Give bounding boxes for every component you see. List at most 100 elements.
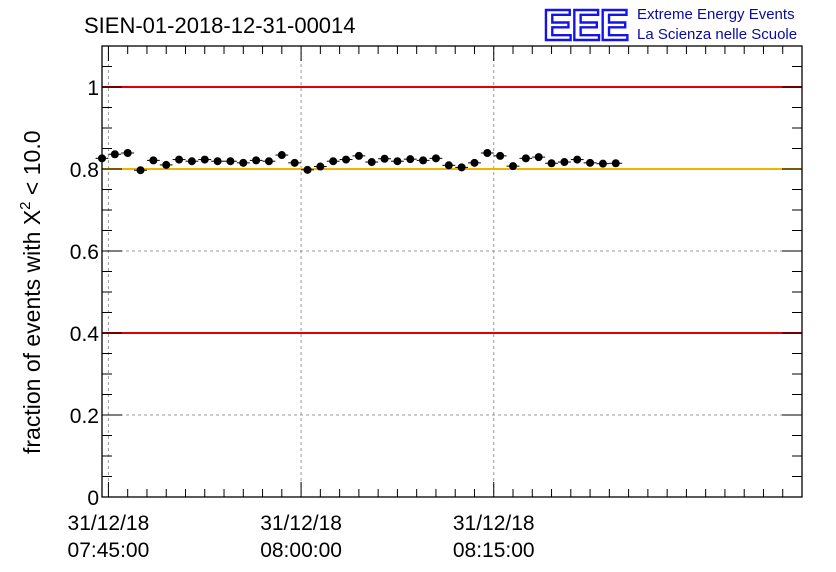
point-marker [470, 158, 479, 167]
point-marker [149, 156, 158, 165]
point-marker [509, 162, 518, 171]
x-axis-ticks: 31/12/18 07:45:00 31/12/18 08:00:00 31/12/18… [68, 46, 803, 562]
data-point [519, 154, 533, 163]
logo-line-1: Extreme Energy Events [637, 6, 795, 23]
data-point [159, 160, 173, 169]
point-marker [457, 163, 466, 172]
data-point [378, 154, 391, 163]
point-marker [367, 158, 376, 167]
point-marker [162, 160, 171, 169]
data-point [134, 166, 147, 175]
point-marker [611, 159, 620, 168]
y-axis-label-suffix: < 10.0 [19, 130, 45, 201]
point-marker [110, 150, 119, 159]
data-point [442, 161, 456, 170]
point-marker [483, 149, 492, 158]
data-point [326, 157, 340, 166]
y-axis-label-symbol: X [19, 210, 45, 225]
point-marker [586, 158, 595, 167]
data-point [480, 149, 494, 158]
y-axis-label: fraction of events with X2 < 10.0 [17, 130, 45, 454]
point-marker [123, 149, 132, 158]
point-marker [200, 155, 209, 164]
data-point [455, 163, 469, 172]
data-point [301, 165, 314, 174]
x-tick-label-time: 07:45:00 [68, 539, 150, 562]
point-marker [354, 151, 363, 160]
data-point [557, 158, 571, 167]
data-point [532, 153, 546, 162]
x-tick-label-date: 31/12/18 [453, 512, 535, 535]
point-marker [598, 159, 607, 168]
point-marker [342, 155, 351, 164]
data-point [236, 158, 250, 167]
data-point [198, 155, 212, 164]
data-point [609, 159, 623, 168]
y-tick-label: 1 [87, 77, 99, 100]
y-tick-label: 0.6 [70, 241, 99, 264]
data-point [403, 155, 417, 164]
point-marker [252, 156, 261, 165]
data-points [95, 149, 623, 175]
data-point [506, 162, 520, 171]
data-point [365, 158, 379, 167]
point-marker [547, 159, 556, 168]
y-tick-label: 0.8 [70, 159, 99, 182]
y-axis-ticks: 0 0.2 0.4 0.6 0.8 1 [70, 45, 802, 510]
data-point [545, 159, 558, 168]
point-marker [303, 165, 312, 174]
point-marker [226, 157, 235, 166]
point-marker [277, 151, 286, 160]
point-marker [380, 154, 389, 163]
point-marker [316, 162, 325, 171]
data-point [596, 159, 610, 168]
data-point [224, 157, 237, 166]
point-marker [239, 158, 248, 167]
data-point [416, 156, 430, 165]
reference-lines [102, 86, 802, 334]
plot-area-border [101, 45, 803, 498]
data-point [262, 157, 276, 166]
eee-logo: EEE Extreme Energy Events La Scienza nel… [542, 0, 797, 51]
point-marker [175, 155, 184, 164]
point-marker [444, 161, 453, 170]
point-marker [573, 155, 582, 164]
plot-frame [101, 45, 803, 498]
x-tick-label-date: 31/12/18 [260, 512, 342, 535]
point-marker [393, 157, 402, 166]
point-marker [187, 157, 196, 166]
point-marker [290, 158, 299, 167]
chart-title: SIEN-01-2018-12-31-00014 [84, 13, 356, 38]
data-point [146, 156, 160, 165]
point-marker [521, 154, 530, 163]
y-axis-label-prefix: fraction of events with [19, 225, 45, 454]
data-point [493, 151, 507, 160]
data-point [121, 149, 135, 158]
y-tick-label: 0 [87, 487, 99, 510]
data-point [583, 158, 597, 167]
x-tick-label-time: 08:00:00 [260, 539, 342, 562]
point-marker [329, 157, 338, 166]
point-marker [534, 153, 543, 162]
point-marker [431, 154, 440, 163]
data-point [570, 155, 584, 164]
point-marker [136, 166, 145, 175]
point-marker [264, 157, 273, 166]
logo-line-2: La Scienza nelle Scuole [637, 26, 797, 43]
data-point [429, 154, 443, 163]
y-tick-label: 0.2 [70, 405, 99, 428]
data-point [211, 157, 225, 166]
data-point [185, 157, 199, 166]
data-point [275, 151, 289, 160]
x-tick-label-date: 31/12/18 [68, 512, 150, 535]
x-tick-label-time: 08:15:00 [453, 539, 535, 562]
data-point [288, 158, 302, 167]
point-marker [406, 155, 415, 164]
logo-mark: EEE [543, 1, 628, 50]
point-marker [213, 157, 222, 166]
data-point [313, 162, 327, 171]
data-point [390, 157, 404, 166]
point-marker [496, 151, 505, 160]
data-point [468, 158, 481, 167]
